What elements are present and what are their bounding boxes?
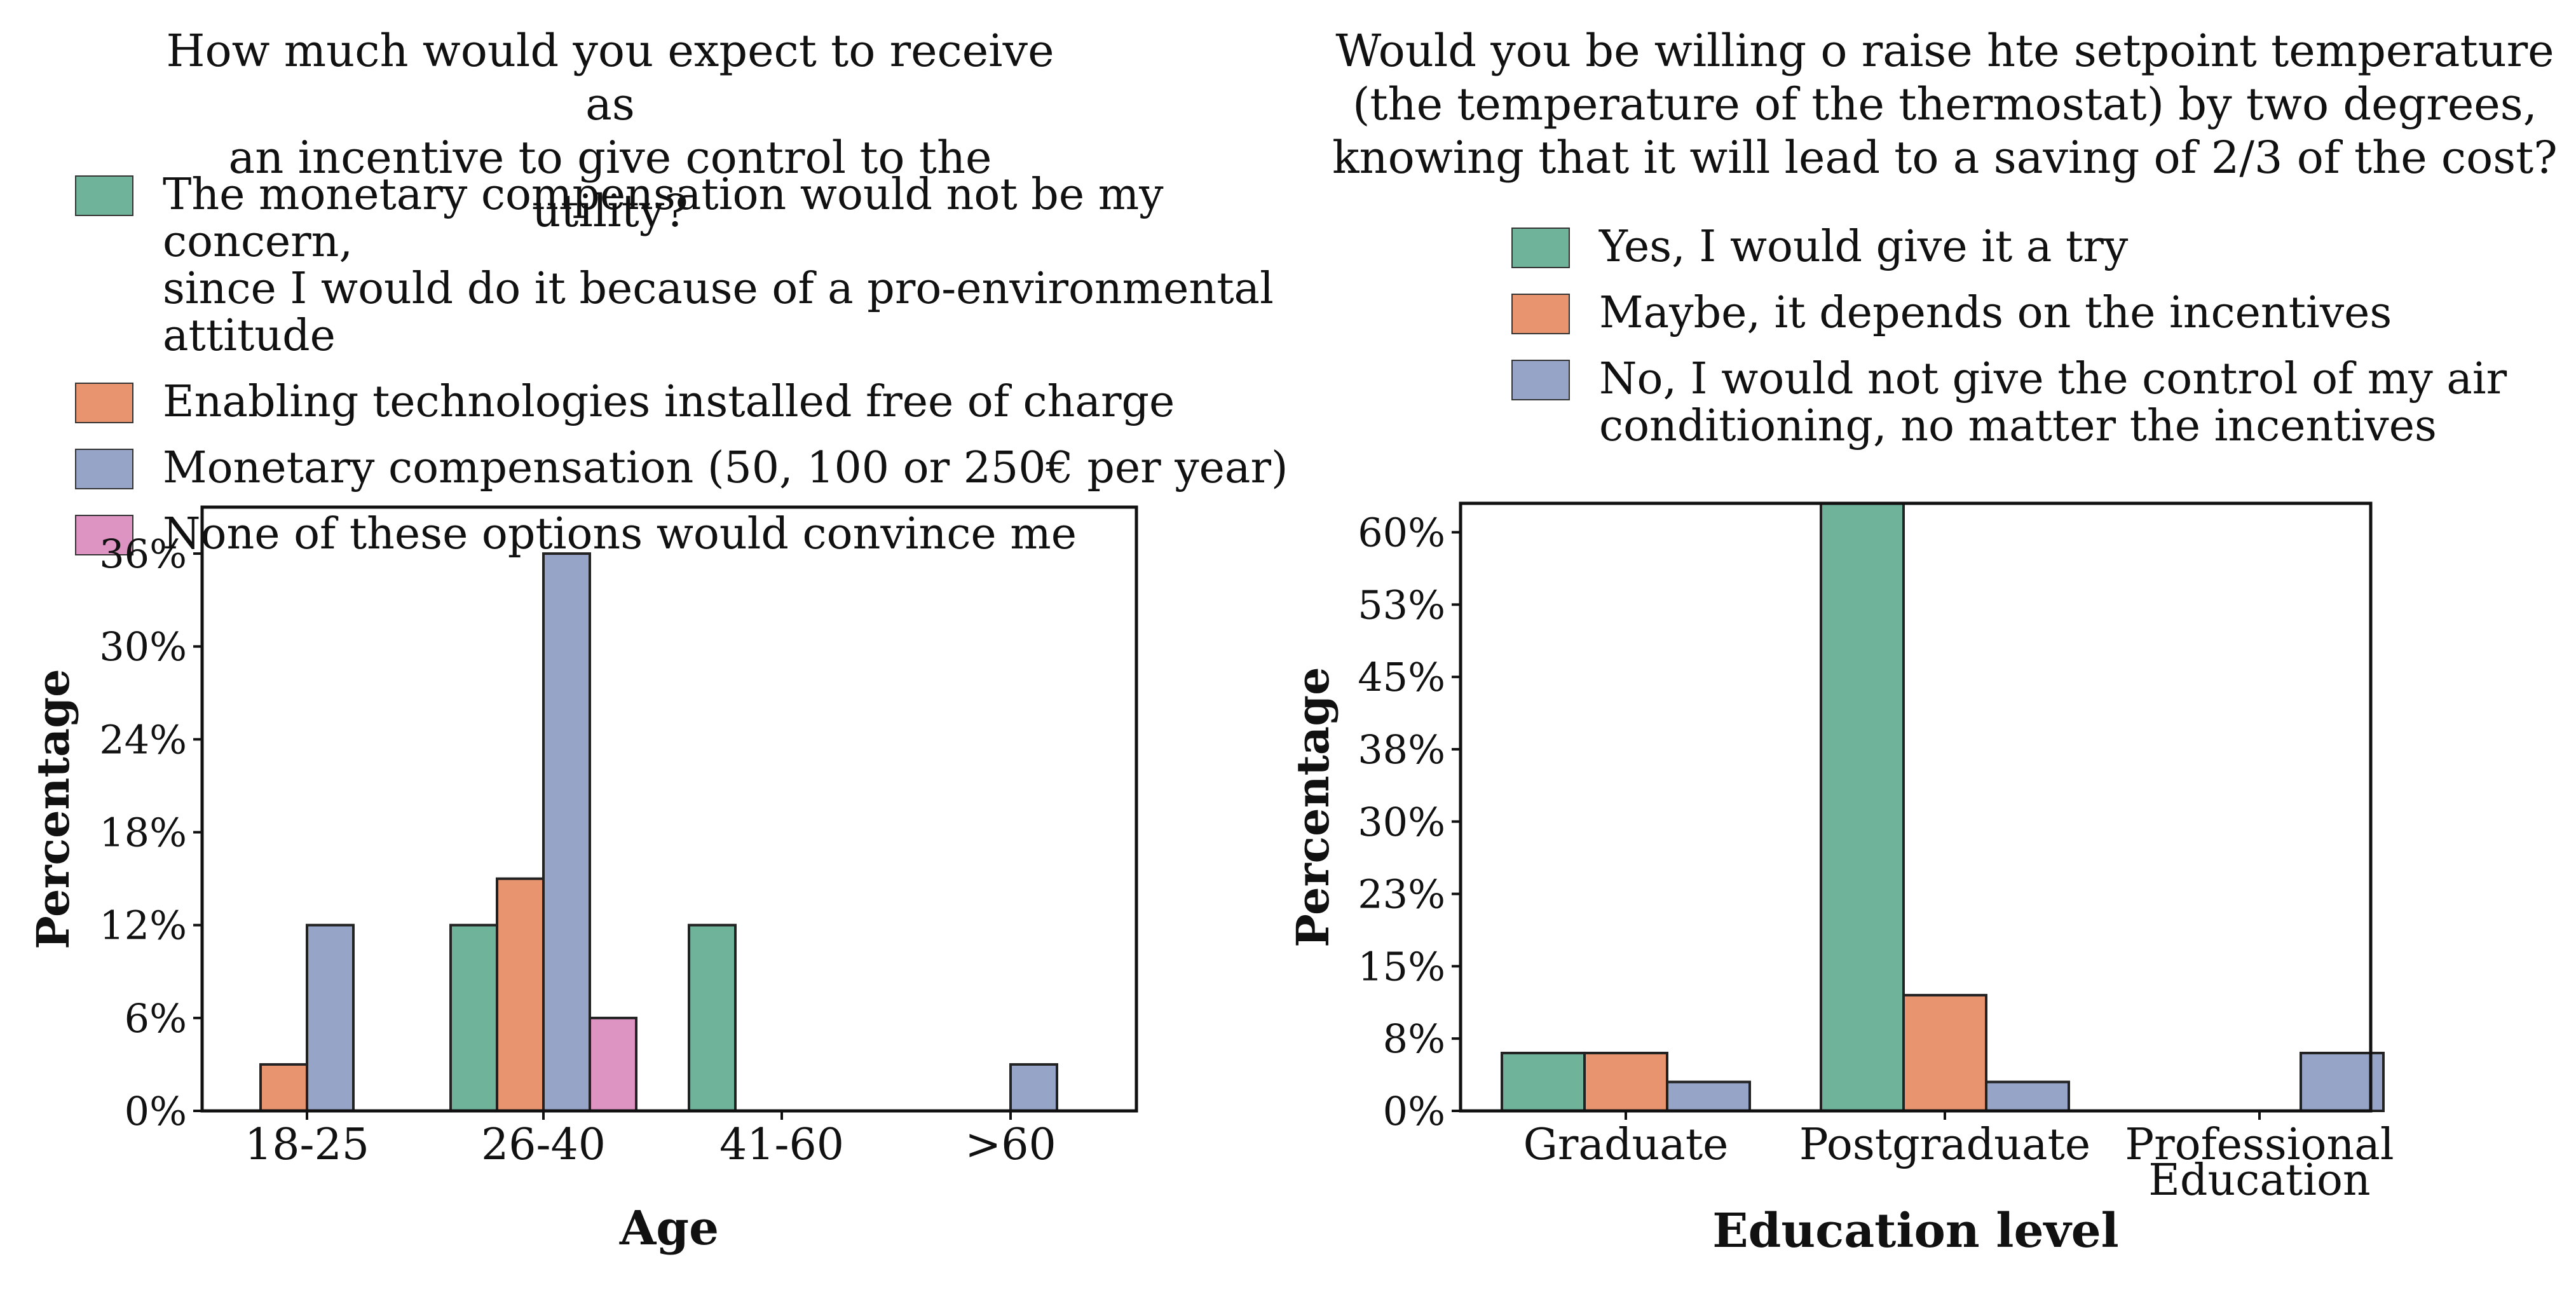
right-legend: Yes, I would give it a try Maybe, it dep… <box>1511 224 2528 469</box>
edu-y-tick-label: 0% <box>1383 1088 1445 1134</box>
edu-bar <box>1985 1080 2070 1113</box>
right-legend-item: Yes, I would give it a try <box>1511 224 2528 271</box>
age-x-tick-label: 18-25 <box>245 1120 369 1170</box>
edu-y-tick-label: 45% <box>1358 654 1445 700</box>
left-legend-item: Enabling technologies installed free of … <box>75 379 1346 426</box>
age-y-tick-label: 30% <box>99 623 187 670</box>
edu-y-tick-label: 23% <box>1358 871 1445 918</box>
age-x-tick-label: >60 <box>965 1120 1056 1170</box>
legend-swatch <box>1511 360 1570 400</box>
age-bar <box>259 1063 308 1113</box>
edu-bar <box>1583 1051 1668 1113</box>
edu-bar <box>1902 993 1987 1113</box>
left-legend-item: The monetary compensation would not be m… <box>75 172 1346 360</box>
edu-x-tick-label: Professional <box>2125 1120 2394 1170</box>
age-bar <box>688 923 737 1112</box>
age-bar <box>496 877 545 1112</box>
edu-plot-frame <box>1459 501 2373 1113</box>
age-y-tick-label: 12% <box>99 902 187 949</box>
left-chart-title: How much would you expect to receive as … <box>153 24 1068 238</box>
right-title-line-3: knowing that it will lead to a saving of… <box>1332 132 2558 184</box>
legend-label: Maybe, it depends on the incentives <box>1599 288 2392 338</box>
edu-y-tick-label: 38% <box>1358 726 1445 773</box>
edu-x-tick-label: Postgraduate <box>1799 1120 2090 1170</box>
legend-swatch <box>75 515 133 555</box>
edu-y-tick-label: 53% <box>1358 581 1445 628</box>
left-title-line-1: How much would you expect to receive as <box>166 25 1054 130</box>
age-y-tick-label: 0% <box>125 1088 187 1134</box>
age-plot-frame <box>200 505 1138 1113</box>
edu-bar <box>1820 502 1905 1112</box>
legend-swatch <box>1511 294 1570 334</box>
legend-swatch <box>75 175 133 216</box>
edu-x-axis-label: Education level <box>1712 1204 2119 1258</box>
age-y-axis-label: Percentage <box>27 669 79 949</box>
age-y-tick-label: 18% <box>99 810 187 856</box>
right-title-line-1: Would you be willing o raise hte setpoin… <box>1335 25 2554 77</box>
legend-label: The monetary compensation would not be m… <box>163 170 1274 361</box>
edu-y-axis-label: Percentage <box>1286 667 1339 947</box>
age-bar <box>449 923 498 1112</box>
age-bar <box>1009 1063 1058 1113</box>
legend-swatch <box>1511 228 1570 268</box>
legend-label: None of these options would convince me <box>163 509 1077 559</box>
age-y-tick-label: 6% <box>125 995 187 1042</box>
left-legend-item: None of these options would convince me <box>75 511 1346 558</box>
legend-swatch <box>75 449 133 489</box>
age-y-tick-label: 24% <box>99 716 187 763</box>
age-y-tick-label: 36% <box>99 531 187 577</box>
left-legend-item: Monetary compensation (50, 100 or 250€ p… <box>75 445 1346 492</box>
edu-y-tick-label: 8% <box>1383 1016 1445 1062</box>
right-chart-title: Would you be willing o raise hte setpoin… <box>1322 24 2568 184</box>
age-x-axis-label: Age <box>619 1201 719 1256</box>
edu-y-tick-label: 30% <box>1358 799 1445 845</box>
edu-y-tick-label: 60% <box>1358 510 1445 556</box>
legend-label: Monetary compensation (50, 100 or 250€ p… <box>163 443 1288 493</box>
edu-bar <box>1666 1080 1751 1113</box>
age-bar <box>306 923 355 1112</box>
right-legend-item: Maybe, it depends on the incentives <box>1511 290 2528 337</box>
legend-label: Yes, I would give it a try <box>1599 222 2129 272</box>
legend-label: No, I would not give the control of my a… <box>1599 354 2507 451</box>
age-x-tick-label: 26-40 <box>481 1120 606 1170</box>
right-title-line-2: (the temperature of the thermostat) by t… <box>1353 78 2537 130</box>
left-title-line-2: an incentive to give control to the util… <box>228 132 992 237</box>
edu-y-tick-label: 15% <box>1358 943 1445 990</box>
age-bar <box>542 552 591 1112</box>
edu-bar <box>1501 1051 1586 1113</box>
left-legend: The monetary compensation would not be m… <box>75 172 1346 577</box>
edu-x-tick-label: Graduate <box>1523 1120 1729 1170</box>
legend-label: Enabling technologies installed free of … <box>163 377 1175 427</box>
legend-swatch <box>75 383 133 423</box>
edu-x-tick-label: Education <box>2148 1155 2370 1206</box>
right-legend-item: No, I would not give the control of my a… <box>1511 356 2528 450</box>
age-x-tick-label: 41-60 <box>719 1120 844 1170</box>
age-bar <box>589 1016 637 1113</box>
